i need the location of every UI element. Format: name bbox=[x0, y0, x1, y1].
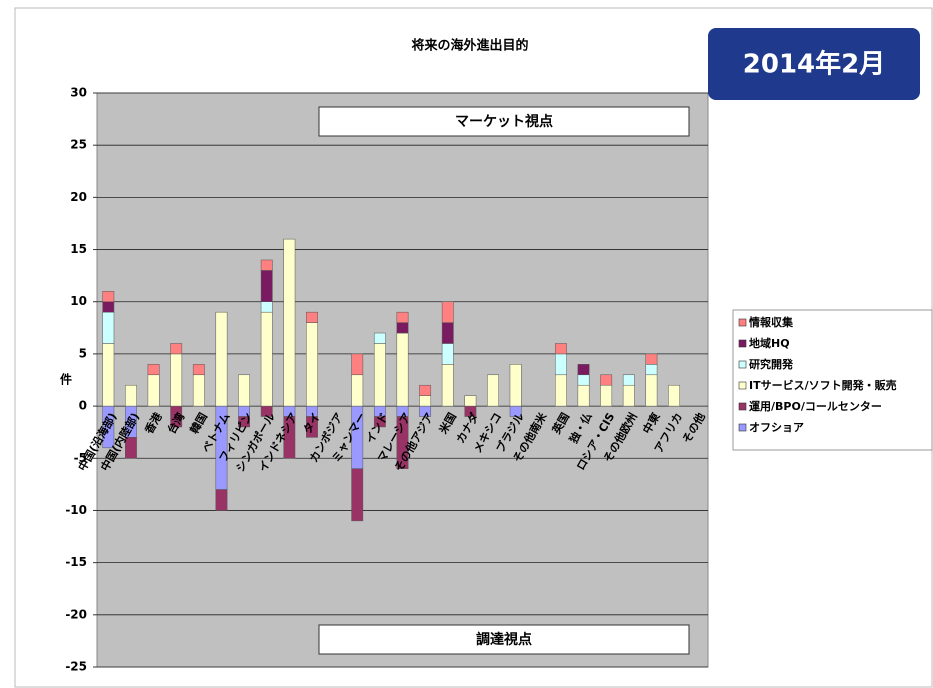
bar-segment bbox=[306, 416, 318, 438]
annotation: 調達視点 bbox=[476, 631, 532, 648]
bar-segment bbox=[555, 343, 567, 355]
legend-swatch bbox=[738, 423, 747, 432]
bar-segment bbox=[419, 395, 432, 407]
bar-segment bbox=[283, 416, 296, 459]
bar-segment bbox=[192, 374, 205, 407]
legend-label: 運用/BPO/コールセンター bbox=[749, 400, 882, 413]
bar-segment bbox=[147, 364, 160, 376]
bar-segment bbox=[622, 374, 635, 386]
y-tick-label: -25 bbox=[65, 660, 87, 674]
bar-segment bbox=[645, 353, 658, 365]
y-tick-label: -10 bbox=[65, 503, 87, 517]
annotation: マーケット視点 bbox=[455, 113, 553, 130]
y-tick-label: 25 bbox=[70, 138, 87, 152]
y-tick-label: 5 bbox=[79, 346, 87, 360]
bar-segment bbox=[577, 374, 590, 386]
bar-segment bbox=[645, 364, 658, 376]
bar-segment bbox=[441, 364, 454, 407]
bar-segment bbox=[306, 322, 318, 407]
bar-segment bbox=[396, 311, 409, 323]
bar-segment bbox=[668, 384, 680, 407]
bar-segment bbox=[260, 311, 273, 407]
bar-segment bbox=[102, 301, 115, 313]
bar-segment bbox=[260, 270, 273, 302]
legend-label: 情報収集 bbox=[749, 315, 794, 329]
bar-segment bbox=[373, 332, 386, 344]
bar-segment bbox=[396, 332, 409, 407]
bar-segment bbox=[441, 301, 454, 323]
bar-segment bbox=[600, 384, 613, 407]
legend-swatch bbox=[738, 318, 747, 327]
legend-swatch bbox=[738, 339, 747, 348]
bar-segment bbox=[215, 311, 228, 407]
bar-segment bbox=[555, 353, 567, 376]
bar-segment bbox=[464, 395, 477, 407]
bar-segment bbox=[215, 489, 228, 511]
bar-segment bbox=[238, 374, 250, 407]
bar-segment bbox=[487, 374, 499, 407]
bar-segment bbox=[283, 238, 296, 407]
bar-segment bbox=[351, 468, 364, 522]
bar-segment bbox=[622, 384, 635, 407]
bar-segment bbox=[192, 364, 205, 376]
legend-swatch bbox=[738, 360, 747, 369]
badge bbox=[708, 28, 920, 100]
bar-segment bbox=[260, 259, 273, 271]
bar-segment bbox=[555, 374, 567, 407]
bar-segment bbox=[373, 416, 386, 428]
bar-segment bbox=[102, 291, 115, 302]
legend-label: 研究開発 bbox=[749, 357, 794, 371]
bar-segment bbox=[396, 416, 409, 469]
badge-text: 2014年2月 bbox=[743, 49, 885, 80]
annotation-box bbox=[318, 106, 690, 137]
bar-segment bbox=[577, 384, 590, 407]
y-tick-label: 20 bbox=[70, 190, 87, 204]
bar-segment bbox=[509, 364, 522, 407]
annotation-box bbox=[318, 624, 690, 655]
bar-segment bbox=[351, 353, 364, 376]
bar-segment bbox=[419, 384, 432, 396]
bar-segment bbox=[102, 343, 115, 407]
bar-segment bbox=[260, 301, 273, 313]
bar-segment bbox=[396, 322, 409, 334]
bar-segment bbox=[170, 353, 183, 407]
legend-label: 地域HQ bbox=[749, 336, 790, 350]
bar-segment bbox=[351, 374, 364, 407]
legend-label: ITサービス/ソフト開発・販売 bbox=[749, 378, 897, 392]
bar-segment bbox=[577, 364, 590, 376]
bar-segment bbox=[170, 343, 183, 355]
y-tick-label: -20 bbox=[65, 607, 87, 621]
bar-segment bbox=[125, 384, 137, 407]
y-tick-label: -15 bbox=[65, 555, 87, 569]
chart-title: 将来の海外進出目的 bbox=[411, 38, 528, 54]
bar-segment bbox=[373, 343, 386, 407]
legend-box bbox=[732, 309, 933, 451]
bar-segment bbox=[102, 311, 115, 344]
bar-segment bbox=[645, 374, 658, 407]
y-tick-label: 10 bbox=[70, 294, 87, 308]
y-axis-label: 件 bbox=[60, 372, 72, 387]
bar-segment bbox=[125, 437, 137, 459]
bar-segment bbox=[600, 374, 613, 386]
bar-segment bbox=[441, 322, 454, 344]
legend-swatch bbox=[738, 402, 747, 411]
y-tick-label: 0 bbox=[79, 399, 87, 413]
legend-swatch bbox=[738, 381, 747, 390]
bar-segment bbox=[147, 374, 160, 407]
bar-segment bbox=[441, 343, 454, 365]
bar-segment bbox=[238, 416, 250, 428]
y-tick-label: 15 bbox=[70, 242, 87, 256]
y-tick-label: 30 bbox=[70, 86, 87, 100]
legend-label: オフショア bbox=[749, 421, 804, 434]
y-tick-label: -5 bbox=[74, 451, 87, 465]
bar-segment bbox=[306, 311, 318, 323]
